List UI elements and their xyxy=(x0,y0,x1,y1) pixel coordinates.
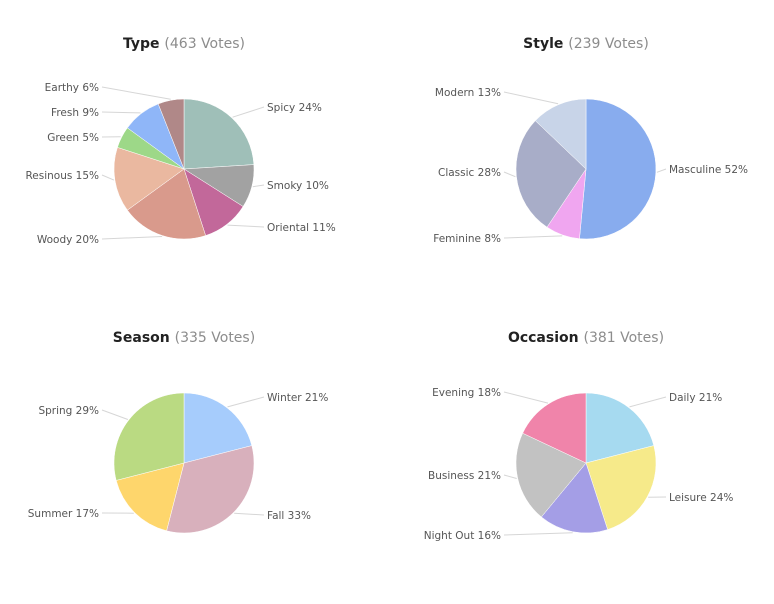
slice-label-classic: Classic 28% xyxy=(438,167,501,179)
leader-line xyxy=(503,235,563,239)
leader-line xyxy=(101,409,129,420)
slice-label-leisure: Leisure 24% xyxy=(669,492,733,504)
slice-label-night-out: Night Out 16% xyxy=(424,530,501,542)
leader-line xyxy=(227,224,265,228)
chart-title: Style (239 Votes) xyxy=(523,36,649,52)
slice-label-modern: Modern 13% xyxy=(435,87,501,99)
pie-slice-masculine[interactable] xyxy=(579,98,657,240)
slice-label-oriental: Oriental 11% xyxy=(267,222,336,234)
slice-label-fall: Fall 33% xyxy=(267,510,311,522)
leader-line xyxy=(101,86,171,100)
slice-label-masculine: Masculine 52% xyxy=(669,164,748,176)
chart-season: Season (335 Votes) Winter 21% Fall 33% Summ… xyxy=(28,330,328,534)
chart-votes-count: (381 Votes) xyxy=(583,330,664,346)
chart-occasion: Occasion (381 Votes) Daily 21% Leisure 24%… xyxy=(424,330,734,542)
leader-line xyxy=(503,532,573,536)
slice-label-daily: Daily 21% xyxy=(669,392,722,404)
slice-label-evening: Evening 18% xyxy=(432,387,501,399)
pie-slice-business[interactable] xyxy=(515,432,587,518)
slice-label-spring: Spring 29% xyxy=(38,405,99,417)
pie-slice-fall[interactable] xyxy=(166,445,255,534)
leader-line xyxy=(232,106,265,118)
pie-slice-evening[interactable] xyxy=(522,392,587,464)
slice-label-earthy: Earthy 6% xyxy=(45,82,99,94)
chart-title-text: Season xyxy=(113,330,175,346)
slice-label-winter: Winter 21% xyxy=(267,392,328,404)
slice-label-smoky: Smoky 10% xyxy=(267,180,329,192)
leader-line xyxy=(252,184,265,188)
chart-title: Occasion (381 Votes) xyxy=(508,330,664,346)
pie-slice-spring[interactable] xyxy=(113,392,185,481)
slice-label-green: Green 5% xyxy=(47,132,99,144)
slice-label-woody: Woody 20% xyxy=(37,234,99,246)
slice-label-feminine: Feminine 8% xyxy=(433,233,501,245)
pie-slice-night-out[interactable] xyxy=(541,462,608,534)
leader-line xyxy=(503,171,516,178)
leader-line xyxy=(101,111,141,114)
leader-line xyxy=(234,512,265,516)
slice-label-resinous: Resinous 15% xyxy=(25,170,99,182)
chart-title-text: Type xyxy=(123,36,164,52)
leader-line xyxy=(503,474,517,479)
chart-votes-count: (239 Votes) xyxy=(568,36,649,52)
leader-line xyxy=(227,396,265,408)
slice-label-spicy: Spicy 24% xyxy=(267,102,322,114)
slice-label-fresh: Fresh 9% xyxy=(51,107,99,119)
chart-title-text: Occasion xyxy=(508,330,584,346)
leader-line xyxy=(503,91,559,105)
pie-slice-spicy[interactable] xyxy=(183,98,255,170)
pie-slice-summer[interactable] xyxy=(115,462,185,532)
slice-label-business: Business 21% xyxy=(428,470,501,482)
pie-slice-woody[interactable] xyxy=(127,168,206,240)
leader-line xyxy=(503,391,549,404)
chart-title: Season (335 Votes) xyxy=(113,330,255,346)
slice-label-summer: Summer 17% xyxy=(28,508,99,520)
leader-line xyxy=(629,396,667,408)
chart-title-text: Style xyxy=(523,36,568,52)
chart-votes-count: (335 Votes) xyxy=(175,330,256,346)
pie-slice-earthy[interactable] xyxy=(157,98,185,170)
pie-slice-modern[interactable] xyxy=(535,98,587,170)
pie-slice-winter[interactable] xyxy=(183,392,253,464)
pie-slice-resinous[interactable] xyxy=(113,147,185,211)
leader-line xyxy=(101,236,163,240)
chart-votes-count: (463 Votes) xyxy=(164,36,245,52)
chart-style: Style (239 Votes) Masculine 52% Feminine 8… xyxy=(433,36,748,245)
pie-slice-classic[interactable] xyxy=(515,120,587,228)
leader-line xyxy=(656,168,667,173)
pie-slice-daily[interactable] xyxy=(585,392,655,464)
pie-slice-leisure[interactable] xyxy=(585,445,657,530)
leader-line xyxy=(101,174,115,181)
chart-type: Type (463 Votes) Spicy 24% Smoky 10% Orient… xyxy=(25,36,335,246)
chart-title: Type (463 Votes) xyxy=(123,36,245,52)
